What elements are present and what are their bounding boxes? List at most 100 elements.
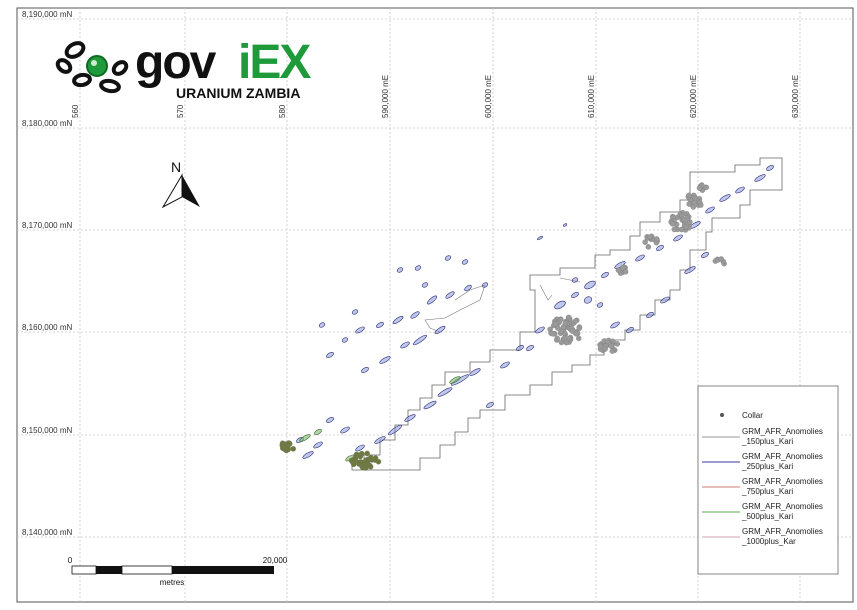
anomaly-polygon	[635, 254, 645, 262]
anomaly-polygon	[351, 309, 359, 315]
anomaly-polygon	[341, 337, 349, 343]
collar-point	[604, 338, 611, 344]
north-label: N	[171, 159, 181, 175]
northing-label: 8,140,000 mN	[22, 528, 72, 537]
anomaly-polygon	[486, 402, 494, 408]
anomaly-polygon	[673, 234, 683, 242]
easting-label: 620,000 mE	[689, 75, 698, 118]
legend-item-label: GRM_AFR_Anomolies _500plus_Kari	[741, 502, 823, 521]
anomaly-polygon	[376, 322, 384, 328]
collar-point	[364, 450, 370, 457]
collar-point	[280, 445, 286, 451]
anomaly-polygon	[735, 186, 745, 194]
anomaly-polygon	[516, 345, 524, 351]
anomaly-polygon	[461, 259, 469, 265]
licence-boundary	[351, 157, 783, 471]
collar-point	[555, 325, 561, 331]
logo-emblem-icon	[55, 41, 129, 94]
anomaly-polygon	[571, 292, 579, 298]
easting-labels: 560 570 580 590,000 mE 600,000 mE 610,000 mE 6…	[71, 75, 800, 118]
anomaly-polygon	[535, 326, 545, 334]
collar-point	[566, 314, 572, 321]
anomaly-polygon	[413, 334, 427, 346]
easting-label: 570	[176, 104, 185, 118]
anomaly-polygon	[464, 284, 472, 292]
anomaly-polygon	[299, 434, 311, 442]
anomaly-polygon	[313, 441, 323, 449]
collar-point	[687, 219, 693, 225]
anomaly-polygon	[601, 272, 609, 278]
collar-point	[692, 195, 699, 202]
anomaly-polygon	[355, 444, 365, 452]
collar-point	[614, 341, 620, 347]
collar-point	[557, 316, 564, 323]
legend-item-label: GRM_AFR_Anomolies _750plus_Kari	[741, 477, 823, 496]
collar-point	[686, 201, 692, 207]
anomaly-polygon	[646, 312, 654, 318]
anomaly-polygon	[426, 295, 438, 305]
anomaly-polygon	[374, 436, 386, 444]
anomaly-polygon	[610, 321, 620, 329]
anomaly-polygon	[318, 322, 326, 328]
anomaly-polygon	[392, 315, 404, 325]
anomaly-polygon	[314, 429, 322, 435]
north-arrow: N	[161, 159, 200, 209]
collar-point	[686, 192, 692, 199]
anomaly-polygon	[400, 341, 410, 349]
northing-label: 8,180,000 mN	[22, 119, 72, 128]
collar-point	[690, 204, 697, 210]
collar-point	[576, 335, 582, 342]
easting-label: 610,000 mE	[587, 75, 596, 118]
anomaly-polygon	[404, 414, 416, 422]
anomaly-polygon	[626, 327, 634, 333]
anomaly-polygon	[423, 400, 437, 410]
collar-point	[608, 343, 614, 349]
legend-collar-symbol	[720, 413, 724, 417]
collar-point	[642, 239, 648, 245]
collar-point	[682, 224, 689, 230]
collar-point	[356, 459, 362, 466]
collar-point	[678, 226, 685, 233]
collar-points	[279, 182, 727, 471]
anomaly-polygon	[584, 280, 596, 290]
collar-point	[622, 269, 629, 275]
legend-item-label: GRM_AFR_Anomolies _250plus_Kari	[741, 452, 823, 471]
anomaly-polygon	[396, 267, 404, 273]
northing-label: 8,160,000 mN	[22, 323, 72, 332]
collar-point	[290, 446, 296, 452]
collar-point	[653, 236, 660, 242]
anomaly-polygon	[326, 352, 334, 358]
anomaly-polygon	[449, 376, 461, 384]
anomaly-polygon	[437, 387, 453, 397]
collar-point	[566, 335, 572, 342]
collar-point	[703, 184, 709, 191]
legend-item-label: GRM_AFR_Anomolies _150plus_Kari	[741, 427, 823, 446]
northing-label: 8,190,000 mN	[22, 10, 72, 19]
legend: Collar GRM_AFR_Anomolies _150plus_Kari GRM_…	[697, 385, 839, 575]
collar-point	[671, 226, 678, 233]
anomaly-polygon	[684, 266, 696, 274]
anomaly-polygon	[481, 282, 489, 288]
anomaly-polygon	[302, 451, 314, 459]
collar-point	[597, 343, 604, 350]
easting-label: 560	[71, 104, 80, 118]
collar-point	[698, 202, 704, 208]
northing-label: 8,170,000 mN	[22, 221, 72, 230]
anomaly-polygon	[660, 296, 670, 304]
anomaly-polygon	[326, 417, 334, 423]
north-arrow-fill-icon	[182, 175, 200, 207]
anomaly-polygon	[571, 277, 579, 283]
collar-point	[569, 328, 576, 334]
collar-point	[562, 320, 569, 326]
collar-point	[572, 318, 579, 324]
anomaly-polygon	[701, 252, 709, 258]
scale-end-label: 20,000	[263, 556, 288, 565]
collar-point	[669, 220, 676, 227]
anomaly-polygon	[388, 424, 402, 436]
anomaly-polygon	[583, 296, 593, 304]
collar-point	[561, 335, 568, 342]
anomaly-polygon	[421, 282, 429, 288]
collar-point	[348, 457, 355, 464]
anomaly-polygon	[766, 165, 774, 171]
